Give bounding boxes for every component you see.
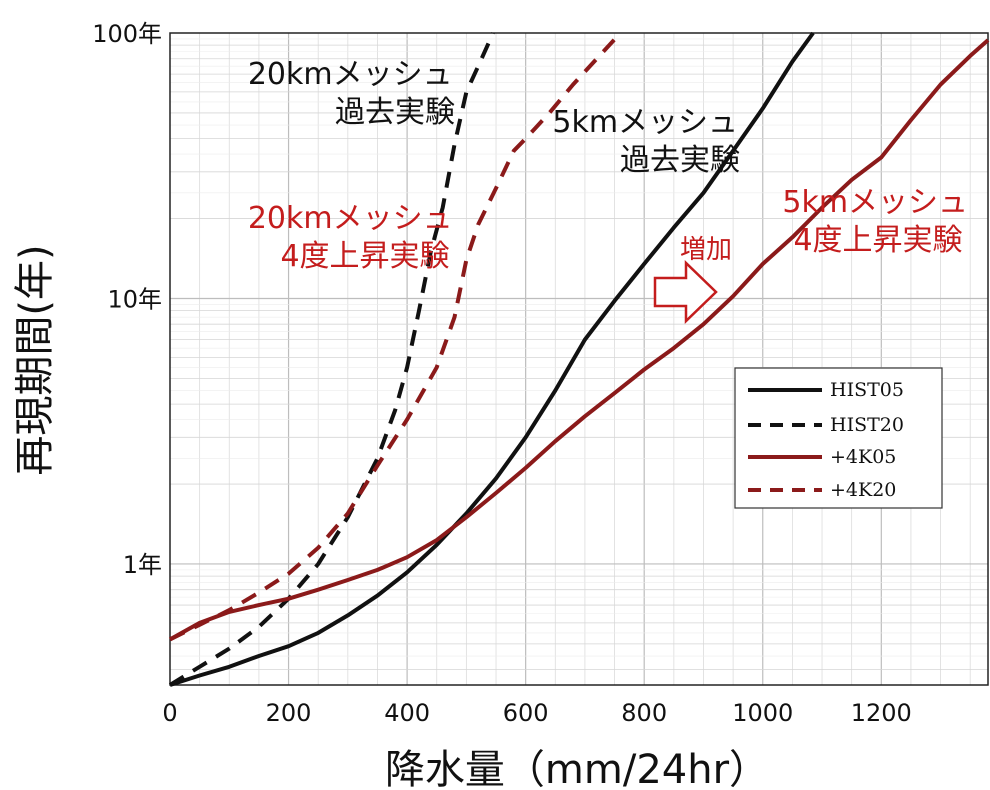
x-tick-label: 600: [503, 699, 549, 727]
annotation-increase: 増加: [680, 235, 732, 265]
legend-label-4k05: +4K05: [830, 446, 896, 468]
annotation-4k05: 5kmメッシュ 4度上昇実験: [782, 185, 977, 258]
legend: HIST05 HIST20 +4K05 +4K20: [734, 367, 943, 509]
series-line-hist20: [168, 32, 495, 687]
x-tick-label: 1000: [732, 699, 793, 727]
series-line-4k20: [169, 31, 622, 642]
grid: [170, 33, 988, 685]
x-axis-title: 降水量（mm/24hr）: [385, 747, 769, 790]
series-line-4k05: [169, 38, 990, 642]
legend-label-hist05: HIST05: [830, 379, 904, 401]
y-tick-label: 100年: [92, 20, 162, 48]
x-tick-label: 200: [266, 699, 312, 727]
plot-frame: [169, 32, 989, 686]
y-axis-title: 再現期間(年): [12, 244, 58, 475]
x-tick-label: 400: [384, 699, 430, 727]
legend-label-hist20: HIST20: [830, 414, 904, 436]
increase-arrow-icon: [653, 260, 718, 324]
legend-label-4k20: +4K20: [830, 479, 896, 501]
annotation-hist20: 20kmメッシュ 過去実験: [248, 57, 462, 130]
x-tick-label: 800: [621, 699, 667, 727]
annotation-hist05: 5kmメッシュ 過去実験: [552, 105, 747, 178]
y-tick-labels: 1年 10年 100年: [92, 20, 162, 579]
y-tick-label: 10年: [107, 285, 162, 313]
x-tick-labels: 0 200 400 600 800 1000 1200: [162, 699, 911, 727]
y-tick-label: 1年: [123, 551, 162, 579]
annotation-4k20: 20kmメッシュ 4度上昇実験: [248, 201, 462, 274]
x-tick-label: 0: [162, 699, 177, 727]
x-tick-label: 1200: [851, 699, 912, 727]
series-layer: [168, 31, 990, 687]
series-line-hist05: [169, 31, 815, 687]
